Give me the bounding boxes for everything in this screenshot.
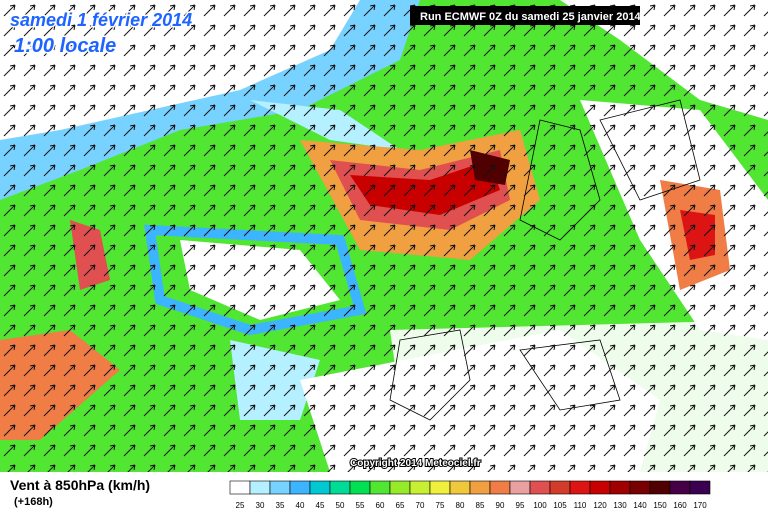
legend-label: 130	[613, 501, 627, 510]
legend-swatch	[409, 480, 431, 495]
legend-swatch	[349, 480, 371, 495]
legend-label: 80	[456, 501, 465, 510]
legend-swatch	[529, 480, 551, 495]
legend-swatch	[289, 480, 311, 495]
legend-label: 105	[553, 501, 567, 510]
legend-swatch	[269, 480, 291, 495]
color-legend: 25 30 35 40 45 50 55 60 65 70 75 80 85 90 95 100 105 110 1…	[229, 480, 711, 510]
legend-label: 30	[256, 501, 265, 510]
forecast-range: (+168h)	[14, 496, 53, 508]
legend-swatch	[369, 480, 391, 495]
legend-swatch	[569, 480, 591, 495]
map-date: samedi 1 février 2014	[10, 10, 192, 30]
legend-swatch	[429, 480, 451, 495]
legend-label: 45	[316, 501, 325, 510]
legend-swatch	[469, 480, 491, 495]
legend-swatch	[549, 480, 571, 495]
legend-swatch	[389, 480, 411, 495]
legend-swatch	[509, 480, 531, 495]
run-box	[410, 6, 640, 25]
legend-label: 55	[356, 501, 365, 510]
legend-label: 140	[633, 501, 647, 510]
legend-label: 75	[436, 501, 445, 510]
legend-label: 60	[376, 501, 385, 510]
map-field	[0, 0, 768, 472]
legend-swatch	[629, 480, 651, 495]
legend-label: 35	[276, 501, 285, 510]
legend-label: 50	[336, 501, 345, 510]
copyright: Copyright 2014 Meteociel.fr	[350, 458, 481, 469]
legend-swatch	[689, 480, 711, 495]
legend-label: 120	[593, 501, 607, 510]
legend-label: 65	[396, 501, 405, 510]
legend-swatch	[669, 480, 691, 495]
legend-title: Vent à 850hPa (km/h)	[10, 477, 150, 493]
legend-label: 70	[416, 501, 425, 510]
legend-swatch	[449, 480, 471, 495]
legend-label: 85	[476, 501, 485, 510]
legend-label: 25	[236, 501, 245, 510]
legend-swatch	[649, 480, 671, 495]
legend-label: 100	[533, 501, 547, 510]
legend-swatch	[309, 480, 331, 495]
legend-label: 110	[574, 501, 587, 510]
legend-swatch	[229, 480, 251, 495]
legend-label: 40	[296, 501, 305, 510]
legend-label: 90	[496, 501, 505, 510]
legend-swatch	[609, 480, 631, 495]
legend-swatch	[489, 480, 511, 495]
legend-label: 170	[693, 501, 707, 510]
run-info: Run ECMWF 0Z du samedi 25 janvier 2014	[420, 11, 642, 23]
legend-label: 150	[653, 501, 667, 510]
legend-swatch	[589, 480, 611, 495]
legend-label: 95	[516, 501, 525, 510]
legend-swatch	[329, 480, 351, 495]
legend-swatch	[249, 480, 271, 495]
legend-label: 160	[673, 501, 687, 510]
map-time: 1:00 locale	[14, 35, 116, 57]
